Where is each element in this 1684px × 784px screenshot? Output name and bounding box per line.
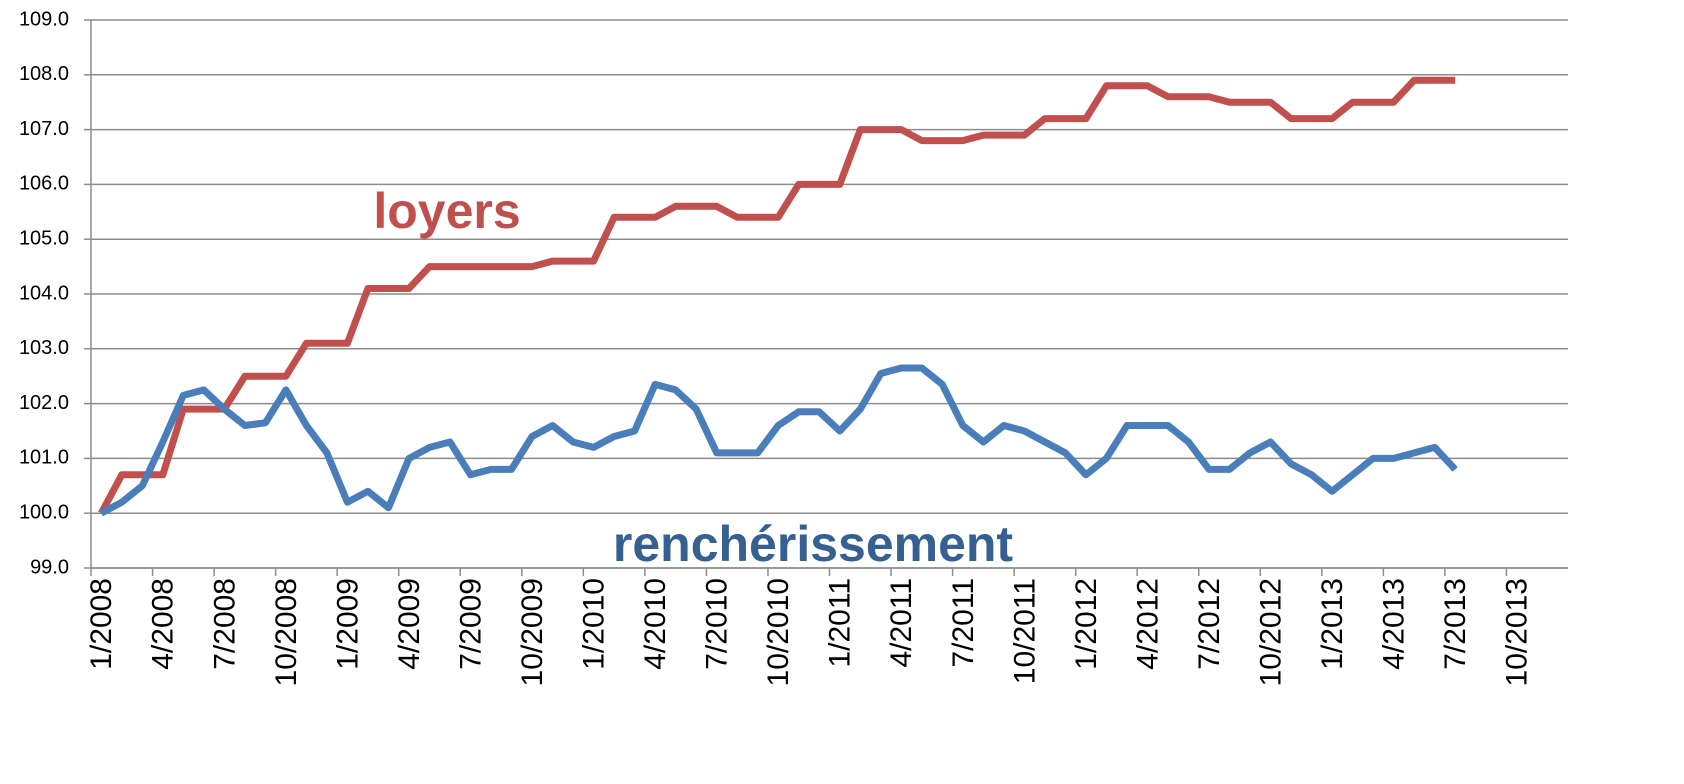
- y-tick-label: 99.0: [30, 556, 69, 578]
- x-tick-label: 1/2012: [1070, 578, 1103, 670]
- series-label: loyers: [373, 183, 520, 239]
- x-tick-label: 10/2009: [516, 578, 549, 686]
- y-tick-label: 109.0: [19, 8, 69, 30]
- series-label: renchérissement: [613, 516, 1014, 572]
- x-tick-label: 7/2012: [1193, 578, 1226, 670]
- x-tick-label: 4/2009: [393, 578, 426, 670]
- y-tick-label: 103.0: [19, 337, 69, 359]
- x-tick-label: 7/2010: [701, 578, 734, 670]
- x-tick-label: 10/2010: [762, 578, 795, 686]
- y-tick-label: 107.0: [19, 118, 69, 140]
- series-line: [99, 364, 1458, 517]
- x-tick-label: 7/2008: [208, 578, 241, 670]
- x-tick-label: 1/2013: [1316, 578, 1349, 670]
- x-tick-label: 1/2008: [85, 578, 118, 670]
- x-tick-label: 4/2008: [147, 578, 180, 670]
- x-tick-label: 7/2009: [454, 578, 487, 670]
- y-tick-label: 100.0: [19, 501, 69, 523]
- y-tick-label: 101.0: [19, 447, 69, 469]
- x-tick-label: 4/2011: [885, 578, 918, 668]
- y-tick-label: 108.0: [19, 63, 69, 85]
- x-tick-label: 7/2011: [947, 578, 980, 668]
- y-tick-label: 105.0: [19, 227, 69, 249]
- x-tick-label: 1/2010: [578, 578, 611, 670]
- x-tick-label: 10/2013: [1501, 578, 1534, 686]
- x-tick-label: 4/2012: [1131, 578, 1164, 670]
- x-tick-label: 1/2011: [824, 578, 857, 668]
- y-tick-label: 102.0: [19, 392, 69, 414]
- x-tick-label: 1/2009: [331, 578, 364, 670]
- series-line: [98, 76, 1456, 515]
- x-tick-label: 7/2013: [1439, 578, 1472, 670]
- x-tick-label: 4/2010: [639, 578, 672, 670]
- x-tick-label: 4/2013: [1378, 578, 1411, 670]
- x-tick-label: 10/2012: [1254, 578, 1287, 686]
- y-tick-label: 104.0: [19, 282, 69, 304]
- x-tick-label: 10/2011: [1008, 578, 1041, 684]
- x-tick-label: 10/2008: [270, 578, 303, 686]
- y-tick-label: 106.0: [19, 173, 69, 195]
